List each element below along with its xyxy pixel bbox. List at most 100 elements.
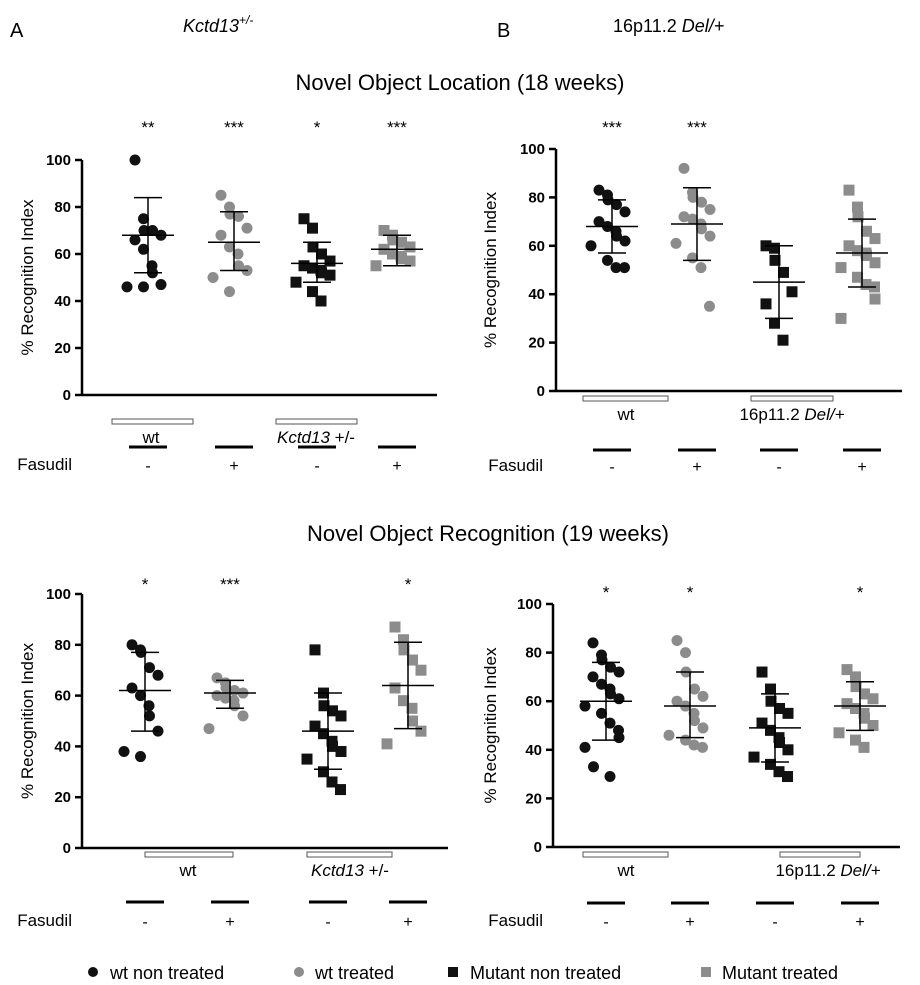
data-point [407, 715, 418, 727]
treatment-sign: - [772, 914, 777, 931]
data-point [611, 199, 622, 211]
data-point [696, 223, 707, 235]
data-point [387, 248, 398, 260]
treatment-sign: + [225, 914, 234, 931]
group-label-mutant: 16p11.2 Del/+ [739, 405, 844, 424]
data-point [155, 279, 167, 291]
y-tick-label: 0 [63, 840, 71, 857]
data-point [769, 242, 780, 254]
y-tick-label: 60 [528, 238, 545, 255]
data-point [315, 295, 327, 307]
series-wt-treated: *+ [663, 583, 716, 931]
group-bracket-wt [582, 395, 669, 402]
data-point [859, 712, 870, 724]
data-point [335, 745, 347, 757]
treatment-sign: - [325, 914, 330, 931]
data-point [203, 723, 215, 735]
chart-panel-b-top: 0 20 40 60 80 100 % Recognition Index *** - *** + -… [481, 118, 902, 476]
significance-label: * [687, 583, 694, 602]
group-label-mutant-genotype: Del/+ [840, 861, 880, 880]
data-point [696, 196, 707, 208]
y-tick-label: 20 [54, 789, 71, 806]
data-point [381, 738, 393, 750]
data-point [596, 678, 607, 690]
data-point [138, 225, 150, 236]
data-point [316, 248, 327, 260]
data-point [152, 669, 164, 681]
data-point [861, 249, 872, 261]
data-point [748, 751, 760, 763]
data-point [689, 683, 700, 695]
data-point [605, 688, 616, 700]
data-point [144, 710, 155, 722]
data-point [587, 671, 599, 683]
y-tick-label: 40 [525, 742, 542, 759]
data-point [118, 745, 130, 757]
treatment-sign: + [857, 459, 866, 476]
legend-marker-wt-treated [294, 967, 304, 977]
data-point [215, 189, 227, 201]
data-point [220, 692, 231, 704]
y-tick-label: 40 [54, 738, 71, 755]
treatment-sign: - [776, 459, 781, 476]
data-point [678, 162, 690, 174]
treatment-sign: + [403, 914, 412, 931]
data-point [290, 276, 302, 288]
data-point [782, 744, 794, 756]
data-point [233, 260, 244, 272]
data-point [756, 666, 768, 678]
data-point [765, 724, 776, 736]
data-point [605, 661, 616, 673]
data-point [389, 621, 401, 633]
data-point [307, 262, 318, 274]
data-point [407, 654, 418, 666]
treatment-sign: - [142, 914, 147, 931]
treatment-sign: + [685, 914, 694, 931]
data-point [370, 260, 382, 272]
y-tick-label: 80 [54, 199, 71, 216]
y-tick-label: 60 [54, 246, 71, 263]
legend-marker-mutant-non-treated [448, 967, 458, 977]
y-axis-label: % Recognition Index [18, 643, 37, 799]
data-point [850, 734, 861, 746]
group-label-wt: wt [142, 428, 160, 447]
group-label-mutant: 16p11.2 Del/+ [775, 861, 880, 880]
data-point [852, 245, 863, 257]
group-label-mutant-prefix: 16p11.2 [775, 861, 840, 880]
data-point [663, 729, 675, 741]
data-point [843, 240, 855, 252]
y-tick-label: 100 [46, 152, 71, 169]
group-bracket-wt [144, 851, 234, 858]
y-tick-label: 80 [525, 645, 542, 662]
data-point [695, 262, 707, 274]
treatment-sign: - [145, 458, 150, 475]
series-wt-treated: *** + [203, 575, 256, 931]
data-point [593, 216, 605, 228]
series-wt-treated: *** + [670, 118, 723, 476]
data-point [389, 682, 401, 694]
y-tick-label: 80 [528, 189, 545, 206]
data-point [596, 707, 607, 719]
group-bracket-mutant [779, 851, 861, 858]
series-wt-non-treated: *** - [585, 118, 638, 476]
series-mutant-treated: *+ [381, 575, 434, 931]
data-point [129, 234, 141, 246]
data-point [327, 740, 338, 752]
data-point [777, 334, 789, 346]
genotype-title-a-gene: Kctd13 [183, 16, 239, 36]
data-point [704, 230, 716, 242]
data-point [588, 761, 599, 773]
data-point [852, 211, 864, 223]
data-point [398, 634, 409, 646]
data-point [867, 693, 879, 705]
significance-label: *** [387, 118, 407, 137]
treatment-label: Fasudil [17, 911, 72, 930]
data-point [697, 741, 708, 753]
legend-marker-mutant-treated [701, 967, 711, 977]
data-point [233, 210, 244, 222]
data-point [861, 225, 872, 237]
group-label-mutant-genotype: +/- [330, 428, 355, 447]
